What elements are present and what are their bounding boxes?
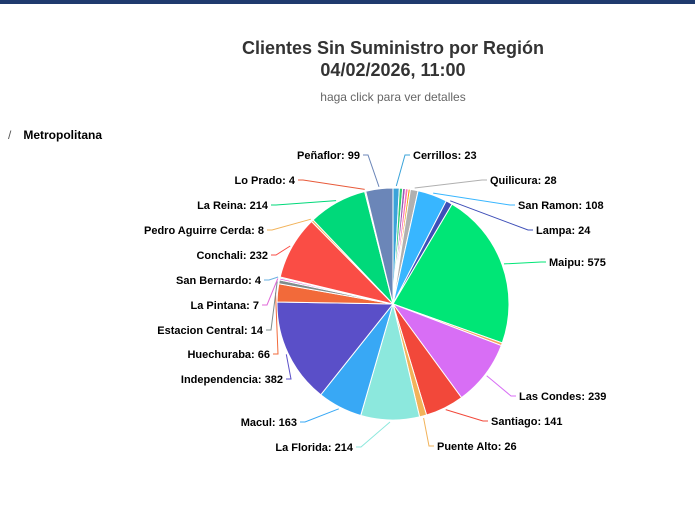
- slice-label[interactable]: La Pintana: 7: [191, 300, 259, 312]
- top-accent-bar: [0, 0, 695, 4]
- label-connector: [273, 292, 279, 355]
- slice-label[interactable]: Peñaflor: 99: [297, 150, 360, 162]
- label-connector: [503, 261, 546, 265]
- pie-slice[interactable]: [276, 301, 395, 396]
- label-connector: [450, 200, 533, 231]
- slice-label[interactable]: Las Condes: 239: [519, 391, 606, 403]
- slice-label[interactable]: Santiago: 141: [491, 416, 563, 428]
- slice-label[interactable]: Macul: 163: [241, 417, 297, 429]
- breadcrumb-separator: /: [8, 128, 12, 142]
- slice-label[interactable]: San Ramon: 108: [518, 200, 604, 212]
- breadcrumb-region[interactable]: Metropolitana: [23, 128, 103, 142]
- slice-label[interactable]: Huechuraba: 66: [187, 349, 270, 361]
- breadcrumb[interactable]: / Metropolitana: [8, 128, 102, 142]
- label-connector: [298, 179, 365, 190]
- slice-label[interactable]: Estacion Central: 14: [157, 325, 264, 337]
- label-connector: [395, 154, 410, 187]
- slice-label[interactable]: Conchali: 232: [196, 250, 268, 262]
- label-connector: [433, 192, 515, 206]
- chart-title: Clientes Sin Suministro por Región 04/02…: [0, 37, 695, 81]
- chart-title-line1: Clientes Sin Suministro por Región: [241, 38, 545, 58]
- pie-slice[interactable]: [392, 203, 510, 344]
- chart-title-line2: 04/02/2026, 11:00: [320, 60, 466, 80]
- slice-label[interactable]: Puente Alto: 26: [437, 441, 517, 453]
- label-connector: [445, 409, 488, 422]
- chart-subtitle: haga click para ver detalles: [320, 90, 466, 104]
- slice-label[interactable]: La Florida: 214: [275, 442, 354, 454]
- label-connector: [486, 375, 516, 397]
- slice-label[interactable]: Lampa: 24: [536, 225, 591, 237]
- pie-slice[interactable]: [365, 187, 394, 305]
- label-connector: [363, 154, 380, 187]
- label-connector: [356, 421, 391, 448]
- label-connector: [262, 278, 279, 306]
- label-connector: [266, 281, 278, 331]
- slice-label[interactable]: Pedro Aguirre Cerda: 8: [144, 225, 264, 237]
- label-connector: [423, 417, 434, 447]
- slice-label[interactable]: Cerrillos: 23: [413, 150, 477, 162]
- slice-label[interactable]: San Bernardo: 4: [176, 275, 262, 287]
- label-connector: [285, 354, 292, 380]
- label-connector: [300, 408, 339, 423]
- slice-label[interactable]: Maipu: 575: [549, 257, 606, 269]
- label-connector: [271, 245, 291, 256]
- slice-label[interactable]: Independencia: 382: [181, 374, 283, 386]
- slice-label[interactable]: Lo Prado: 4: [234, 175, 295, 187]
- slice-label[interactable]: La Reina: 214: [197, 200, 269, 212]
- label-connector: [267, 218, 312, 231]
- slice-label[interactable]: Quilicura: 28: [490, 175, 557, 187]
- label-connector: [264, 276, 279, 281]
- label-connector: [271, 200, 337, 206]
- label-connector: [414, 179, 487, 189]
